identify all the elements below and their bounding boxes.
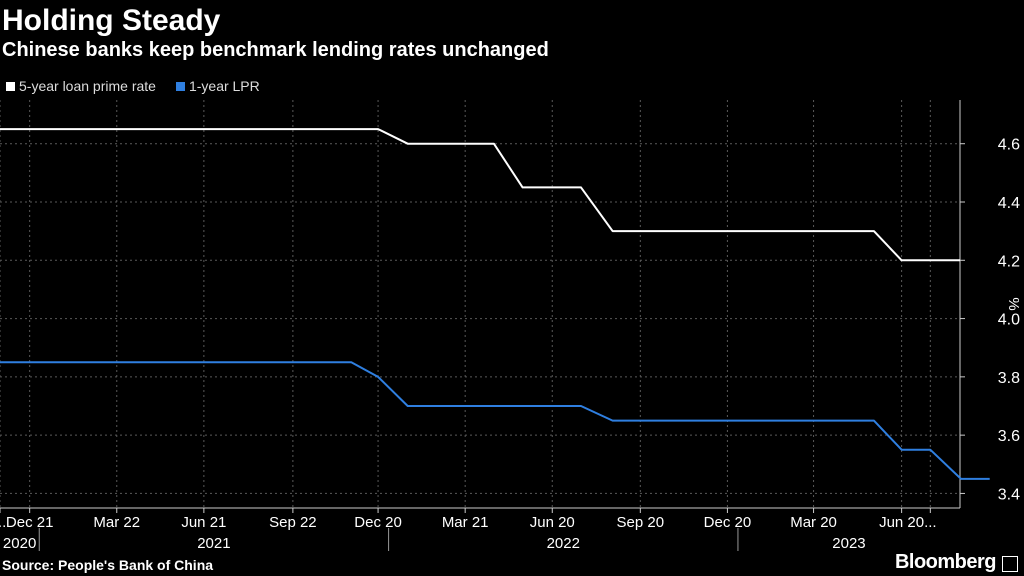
x-tick-label: Jun 20	[530, 514, 575, 531]
chart-title: Holding Steady	[2, 4, 221, 37]
brand-logo-icon	[1002, 556, 1018, 572]
x-tick-label: Mar 21	[442, 514, 489, 531]
legend-swatch-5-year	[6, 81, 15, 91]
y-tick-label: 4.6	[998, 137, 1020, 154]
y-tick-label: 4.4	[998, 195, 1020, 212]
legend-label-5-year: 5-year loan prime rate	[19, 78, 156, 94]
legend-item-1-year: 1-year LPR	[175, 77, 260, 95]
x-tick-label: Mar 22	[93, 514, 140, 531]
x-tick-label: Jun 21	[181, 514, 226, 531]
y-tick-label: 4.0	[998, 312, 1020, 329]
y-axis-label: %	[1005, 297, 1022, 310]
y-tick-label: 3.4	[998, 486, 1020, 503]
x-tick-label: Jun 20	[879, 514, 924, 531]
source-note: Source: People's Bank of China	[2, 557, 214, 573]
series-line-5-year	[0, 128, 960, 262]
legend-label-1-year: 1-year LPR	[188, 78, 260, 94]
y-tick-label: 3.6	[998, 428, 1020, 445]
x-tick-label: Dec 20	[704, 514, 752, 531]
x-tick-label: Sep 22	[269, 514, 317, 531]
x-tick-label: Dec 21	[6, 514, 54, 531]
legend-item-5-year: 5-year loan prime rate	[6, 77, 156, 95]
series-line-1-year	[0, 361, 990, 480]
x-tick-label: Dec 20	[354, 514, 402, 531]
year-label: 2021	[197, 535, 230, 552]
x-tick-label: Mar 20	[790, 514, 837, 531]
y-tick-label: 4.2	[998, 253, 1020, 270]
x-tick-label: ...	[0, 514, 6, 531]
chart-legend: 5-year loan prime rate 1-year LPR	[6, 77, 260, 95]
chart-subtitle: Chinese banks keep benchmark lending rat…	[2, 39, 549, 61]
y-tick-label: 3.8	[998, 370, 1020, 387]
year-label: 2022	[547, 535, 580, 552]
x-tick-label: Sep 20	[617, 514, 665, 531]
year-label: 2023	[832, 535, 865, 552]
year-label: 2020	[3, 535, 36, 552]
legend-swatch-1-year	[175, 81, 185, 91]
brand-logo: Bloomberg	[894, 551, 997, 573]
x-tick-label: ...	[924, 514, 937, 531]
